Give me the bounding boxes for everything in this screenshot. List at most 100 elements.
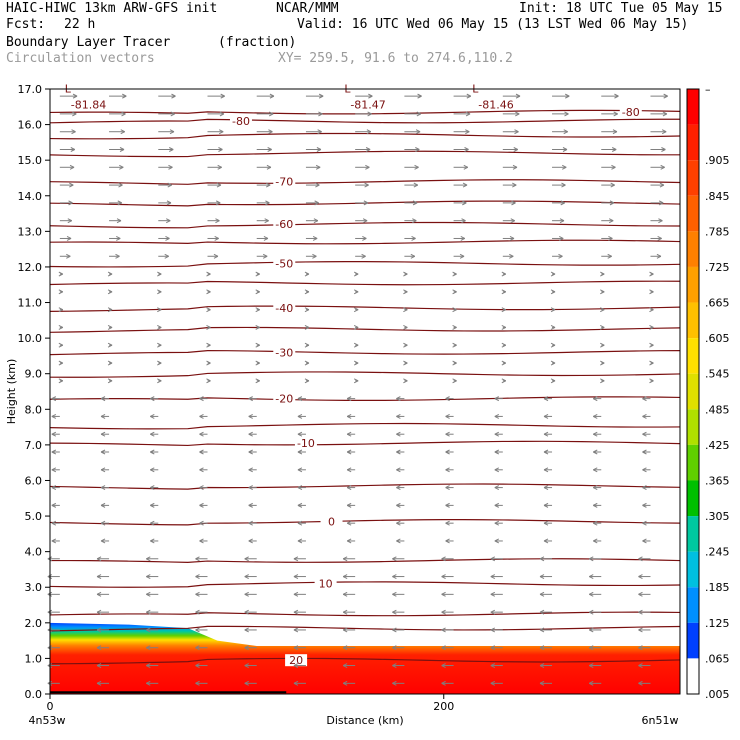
vector-arrowhead xyxy=(392,680,397,686)
vector-arrowhead xyxy=(412,200,418,206)
vector-arrowhead xyxy=(312,253,317,259)
colorbar-cell xyxy=(687,409,699,445)
vector-arrowhead xyxy=(165,236,170,241)
vector-arrowhead xyxy=(268,111,274,117)
vector-arrowhead xyxy=(100,502,106,508)
vector-arrowhead xyxy=(150,502,155,508)
vector-arrowhead xyxy=(515,93,521,99)
vector-arrowhead xyxy=(600,360,605,366)
colorbar-cell xyxy=(687,195,699,232)
vector-arrowhead xyxy=(342,591,348,597)
vector-arrowhead xyxy=(150,485,155,491)
vector-arrowhead xyxy=(638,645,643,651)
vector-arrowhead xyxy=(293,609,299,615)
vector-arrowhead xyxy=(107,378,113,384)
vector-arrowhead xyxy=(417,93,422,99)
contour-line xyxy=(49,280,681,286)
vector-arrowhead xyxy=(248,396,253,402)
vector-arrowhead xyxy=(396,485,401,491)
vector-arrowhead xyxy=(304,289,310,295)
vector-arrowhead xyxy=(638,556,643,562)
vector-arrowhead xyxy=(361,253,366,259)
vector-arrowhead xyxy=(600,324,605,330)
vector-arrowhead xyxy=(543,520,549,526)
vector-arrowhead xyxy=(392,663,397,668)
vector-arrowhead xyxy=(515,111,520,117)
colorbar-cell xyxy=(687,160,699,196)
vector-arrowhead xyxy=(452,360,457,366)
colorbar-label: .005 xyxy=(705,688,730,701)
vector-arrowhead xyxy=(452,307,457,313)
vector-arrowhead xyxy=(353,271,359,277)
vector-arrowhead xyxy=(51,467,57,473)
vector-arrowhead xyxy=(58,324,64,330)
vector-arrowhead xyxy=(501,289,507,295)
vector-arrowhead xyxy=(513,147,518,152)
vector-arrowhead xyxy=(600,342,605,348)
vector-arrowhead xyxy=(107,324,113,330)
vector-arrowhead xyxy=(403,324,408,330)
vector-arrowhead xyxy=(58,342,64,348)
low-value: -81.46 xyxy=(478,99,513,112)
colorbar-label: .905 xyxy=(705,154,730,167)
vector-arrowhead xyxy=(539,663,545,668)
vector-arrowhead xyxy=(206,324,211,330)
vector-arrowhead xyxy=(441,556,446,562)
vector-arrowhead xyxy=(297,520,303,526)
vector-arrowhead xyxy=(58,360,64,366)
vector-arrowhead xyxy=(107,289,113,295)
contour-label: -30 xyxy=(275,346,293,359)
vector-arrowhead xyxy=(255,378,260,384)
vector-arrowhead xyxy=(199,485,204,491)
vector-arrowhead xyxy=(441,574,446,580)
colorbar-label: .545 xyxy=(705,368,730,381)
vector-arrowhead xyxy=(255,271,260,277)
vector-arrowhead xyxy=(262,253,268,259)
vector-arrowhead xyxy=(353,360,359,366)
vector-arrowhead xyxy=(146,609,151,615)
vector-arrowhead xyxy=(362,236,367,241)
vector-arrowhead xyxy=(244,680,249,686)
y-tick-label: 1.0 xyxy=(25,652,43,665)
tracer-fill-layer xyxy=(50,622,680,694)
vector-arrowhead xyxy=(441,663,446,668)
vector-arrowhead xyxy=(51,485,57,491)
vector-arrowhead xyxy=(342,627,348,633)
vector-arrowhead xyxy=(51,413,57,419)
vector-arrowhead xyxy=(199,449,204,455)
vector-arrowhead xyxy=(107,271,113,277)
forecast-label: Fcst: xyxy=(6,17,46,32)
contour-label: -40 xyxy=(275,302,293,315)
vector-arrowhead xyxy=(649,289,654,295)
y-tick-label: 14.0 xyxy=(18,190,43,203)
vector-arrowhead xyxy=(248,449,253,455)
vector-arrowhead xyxy=(264,218,269,224)
vector-arrowhead xyxy=(416,111,422,117)
vector-arrowhead xyxy=(642,485,647,491)
contour-line xyxy=(49,611,681,617)
vector-arrowhead xyxy=(206,378,211,384)
vector-arrowhead xyxy=(107,342,113,348)
vector-arrowhead xyxy=(494,431,500,437)
vector-arrowhead xyxy=(657,236,662,241)
vector-arrowhead xyxy=(642,413,647,419)
colorbar-label: .425 xyxy=(705,439,730,452)
vector-arrowhead xyxy=(51,520,57,526)
vector-arrowhead xyxy=(255,307,260,313)
vector-arrowhead xyxy=(410,253,416,259)
vector-arrowhead xyxy=(100,485,106,491)
vector-arrowhead xyxy=(199,467,204,473)
vector-arrowhead xyxy=(51,538,57,544)
vector-arrowhead xyxy=(562,147,568,152)
vector-arrowhead xyxy=(550,324,556,330)
contour-label-bg xyxy=(273,175,296,188)
vector-arrowhead xyxy=(346,449,352,455)
plot-frame xyxy=(49,88,681,695)
vector-arrowhead xyxy=(150,431,155,437)
vector-arrowhead xyxy=(100,467,106,473)
vector-arrowhead xyxy=(120,129,125,135)
vector-arrowhead xyxy=(412,218,417,224)
vector-arrowhead xyxy=(460,236,466,241)
vector-arrowhead xyxy=(244,645,249,651)
vector-arrowhead xyxy=(608,236,613,241)
